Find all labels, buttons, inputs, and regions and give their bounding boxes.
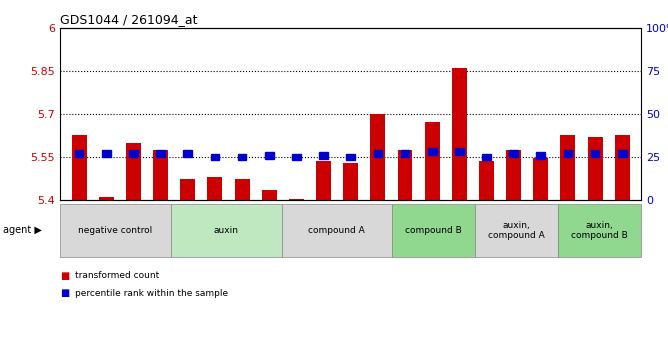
Bar: [210, 154, 219, 160]
Bar: [180, 179, 195, 200]
Bar: [482, 154, 491, 160]
Bar: [455, 148, 464, 155]
Bar: [452, 68, 467, 200]
Bar: [71, 135, 87, 200]
Text: transformed count: transformed count: [75, 272, 159, 280]
Bar: [184, 150, 192, 157]
Text: auxin: auxin: [214, 226, 238, 235]
Text: ■: ■: [60, 271, 69, 281]
Text: percentile rank within the sample: percentile rank within the sample: [75, 289, 228, 298]
Bar: [588, 137, 603, 200]
Text: compound B: compound B: [405, 226, 462, 235]
Bar: [346, 154, 355, 160]
Bar: [615, 135, 630, 200]
Text: agent ▶: agent ▶: [3, 225, 42, 235]
Text: auxin,
compound A: auxin, compound A: [488, 220, 545, 240]
Text: compound A: compound A: [309, 226, 365, 235]
Bar: [373, 150, 382, 157]
Bar: [343, 163, 358, 200]
Bar: [591, 150, 599, 157]
Bar: [428, 148, 436, 155]
Bar: [129, 150, 138, 157]
Bar: [560, 135, 575, 200]
Bar: [99, 197, 114, 200]
Bar: [319, 152, 328, 159]
Bar: [292, 154, 301, 160]
Bar: [102, 150, 111, 157]
Text: GDS1044 / 261094_at: GDS1044 / 261094_at: [60, 13, 198, 27]
Bar: [208, 177, 222, 200]
Bar: [238, 154, 246, 160]
Bar: [564, 150, 572, 157]
Text: ■: ■: [60, 288, 69, 298]
Bar: [289, 199, 304, 200]
Bar: [156, 150, 165, 157]
Bar: [265, 152, 274, 159]
Text: auxin,
compound B: auxin, compound B: [571, 220, 628, 240]
Text: negative control: negative control: [78, 226, 152, 235]
Bar: [618, 150, 627, 157]
Bar: [425, 122, 440, 200]
Bar: [479, 161, 494, 200]
Bar: [126, 142, 141, 200]
Bar: [234, 179, 250, 200]
Bar: [370, 114, 385, 200]
Bar: [262, 190, 277, 200]
Bar: [509, 150, 518, 157]
Bar: [316, 161, 331, 200]
Bar: [506, 150, 521, 200]
Bar: [397, 150, 412, 200]
Bar: [75, 150, 84, 157]
Bar: [153, 150, 168, 200]
Bar: [536, 152, 545, 159]
Bar: [533, 158, 548, 200]
Bar: [401, 150, 409, 157]
